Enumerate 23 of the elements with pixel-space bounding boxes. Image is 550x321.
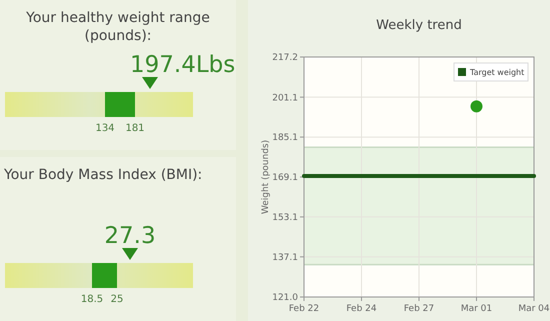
text: 18.5 — [80, 294, 104, 305]
text: 197.4Lbs — [130, 52, 236, 78]
x-tick-label: Mar 01 — [460, 304, 492, 314]
text: Your healthy weight range (pounds): — [25, 10, 210, 44]
text: 134 — [95, 123, 115, 134]
y-tick-label: 121.0 — [272, 293, 298, 304]
text: 27.3 — [104, 223, 156, 249]
x-tick-label: Mar 04 — [518, 304, 550, 314]
y-tick-label: 185.1 — [272, 133, 298, 144]
y-tick-label: 137.1 — [272, 252, 298, 263]
text: 25 — [110, 294, 124, 305]
y-tick-label: 201.1 — [272, 93, 298, 104]
y-tick-label: 153.1 — [272, 213, 298, 224]
text: 181 — [125, 123, 145, 134]
y-axis-title: Weight (pounds) — [261, 140, 271, 214]
x-tick-label: Feb 22 — [288, 304, 320, 314]
chart-title: Weekly trend — [376, 18, 462, 33]
text: Your Body Mass Index (BMI): — [3, 167, 202, 183]
x-tick-label: Feb 27 — [404, 304, 434, 314]
legend-label: Target weight — [469, 68, 524, 77]
y-tick-label: 169.1 — [272, 173, 298, 184]
x-tick-label: Feb 24 — [346, 304, 377, 314]
y-tick-label: 217.2 — [272, 53, 298, 64]
